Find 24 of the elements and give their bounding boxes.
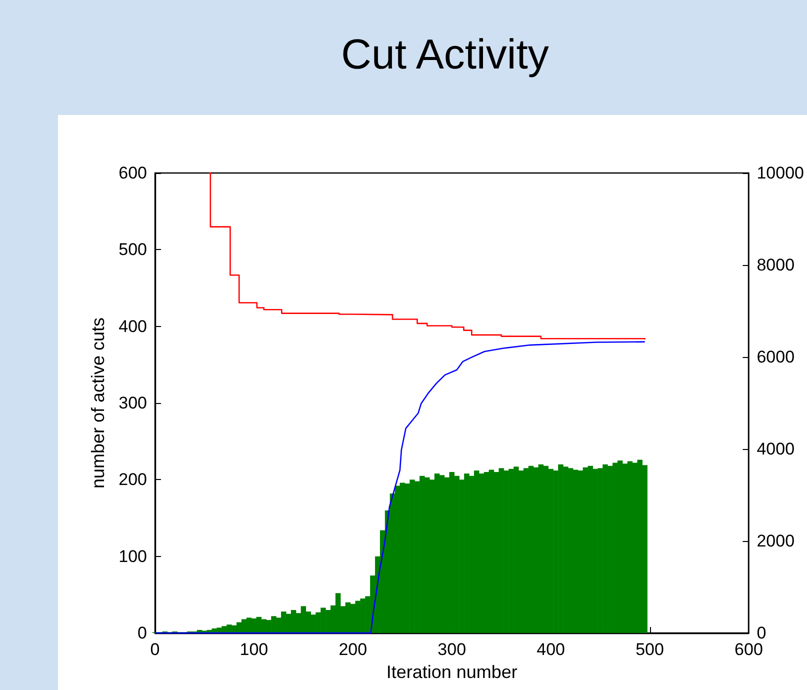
y-tick-label: 600 [118,164,147,182]
x-tick-label: 100 [240,640,268,659]
y2-tick-label: 4000 [756,440,795,458]
line-series [154,341,646,634]
y2-tick-label: 10000 [756,164,804,182]
y-tick-label: 200 [118,470,147,490]
x-tick-label: 200 [338,640,368,659]
x-tick-label: 600 [734,640,763,659]
chart-title: Cut Activity [341,30,549,78]
y-tick-label: 0 [138,624,147,642]
y-tick-label: 500 [118,240,147,260]
y2-tick-label: 6000 [756,348,795,366]
x-tick-label: 500 [636,640,664,659]
y2-tick-label: 8000 [756,256,795,274]
y-tick-label: 100 [118,546,147,566]
y-tick-label: 400 [118,316,147,336]
y2-tick-label: 2000 [756,532,795,550]
x-tick-label: 300 [438,640,466,659]
y-axis-title: number of active cuts [88,317,108,489]
x-tick-label: 400 [536,640,566,659]
y2-tick-label: 0 [756,624,766,642]
x-tick-label: 0 [150,640,160,659]
y-tick-label: 300 [118,394,147,412]
x-axis-title: Iteration number [386,662,518,682]
